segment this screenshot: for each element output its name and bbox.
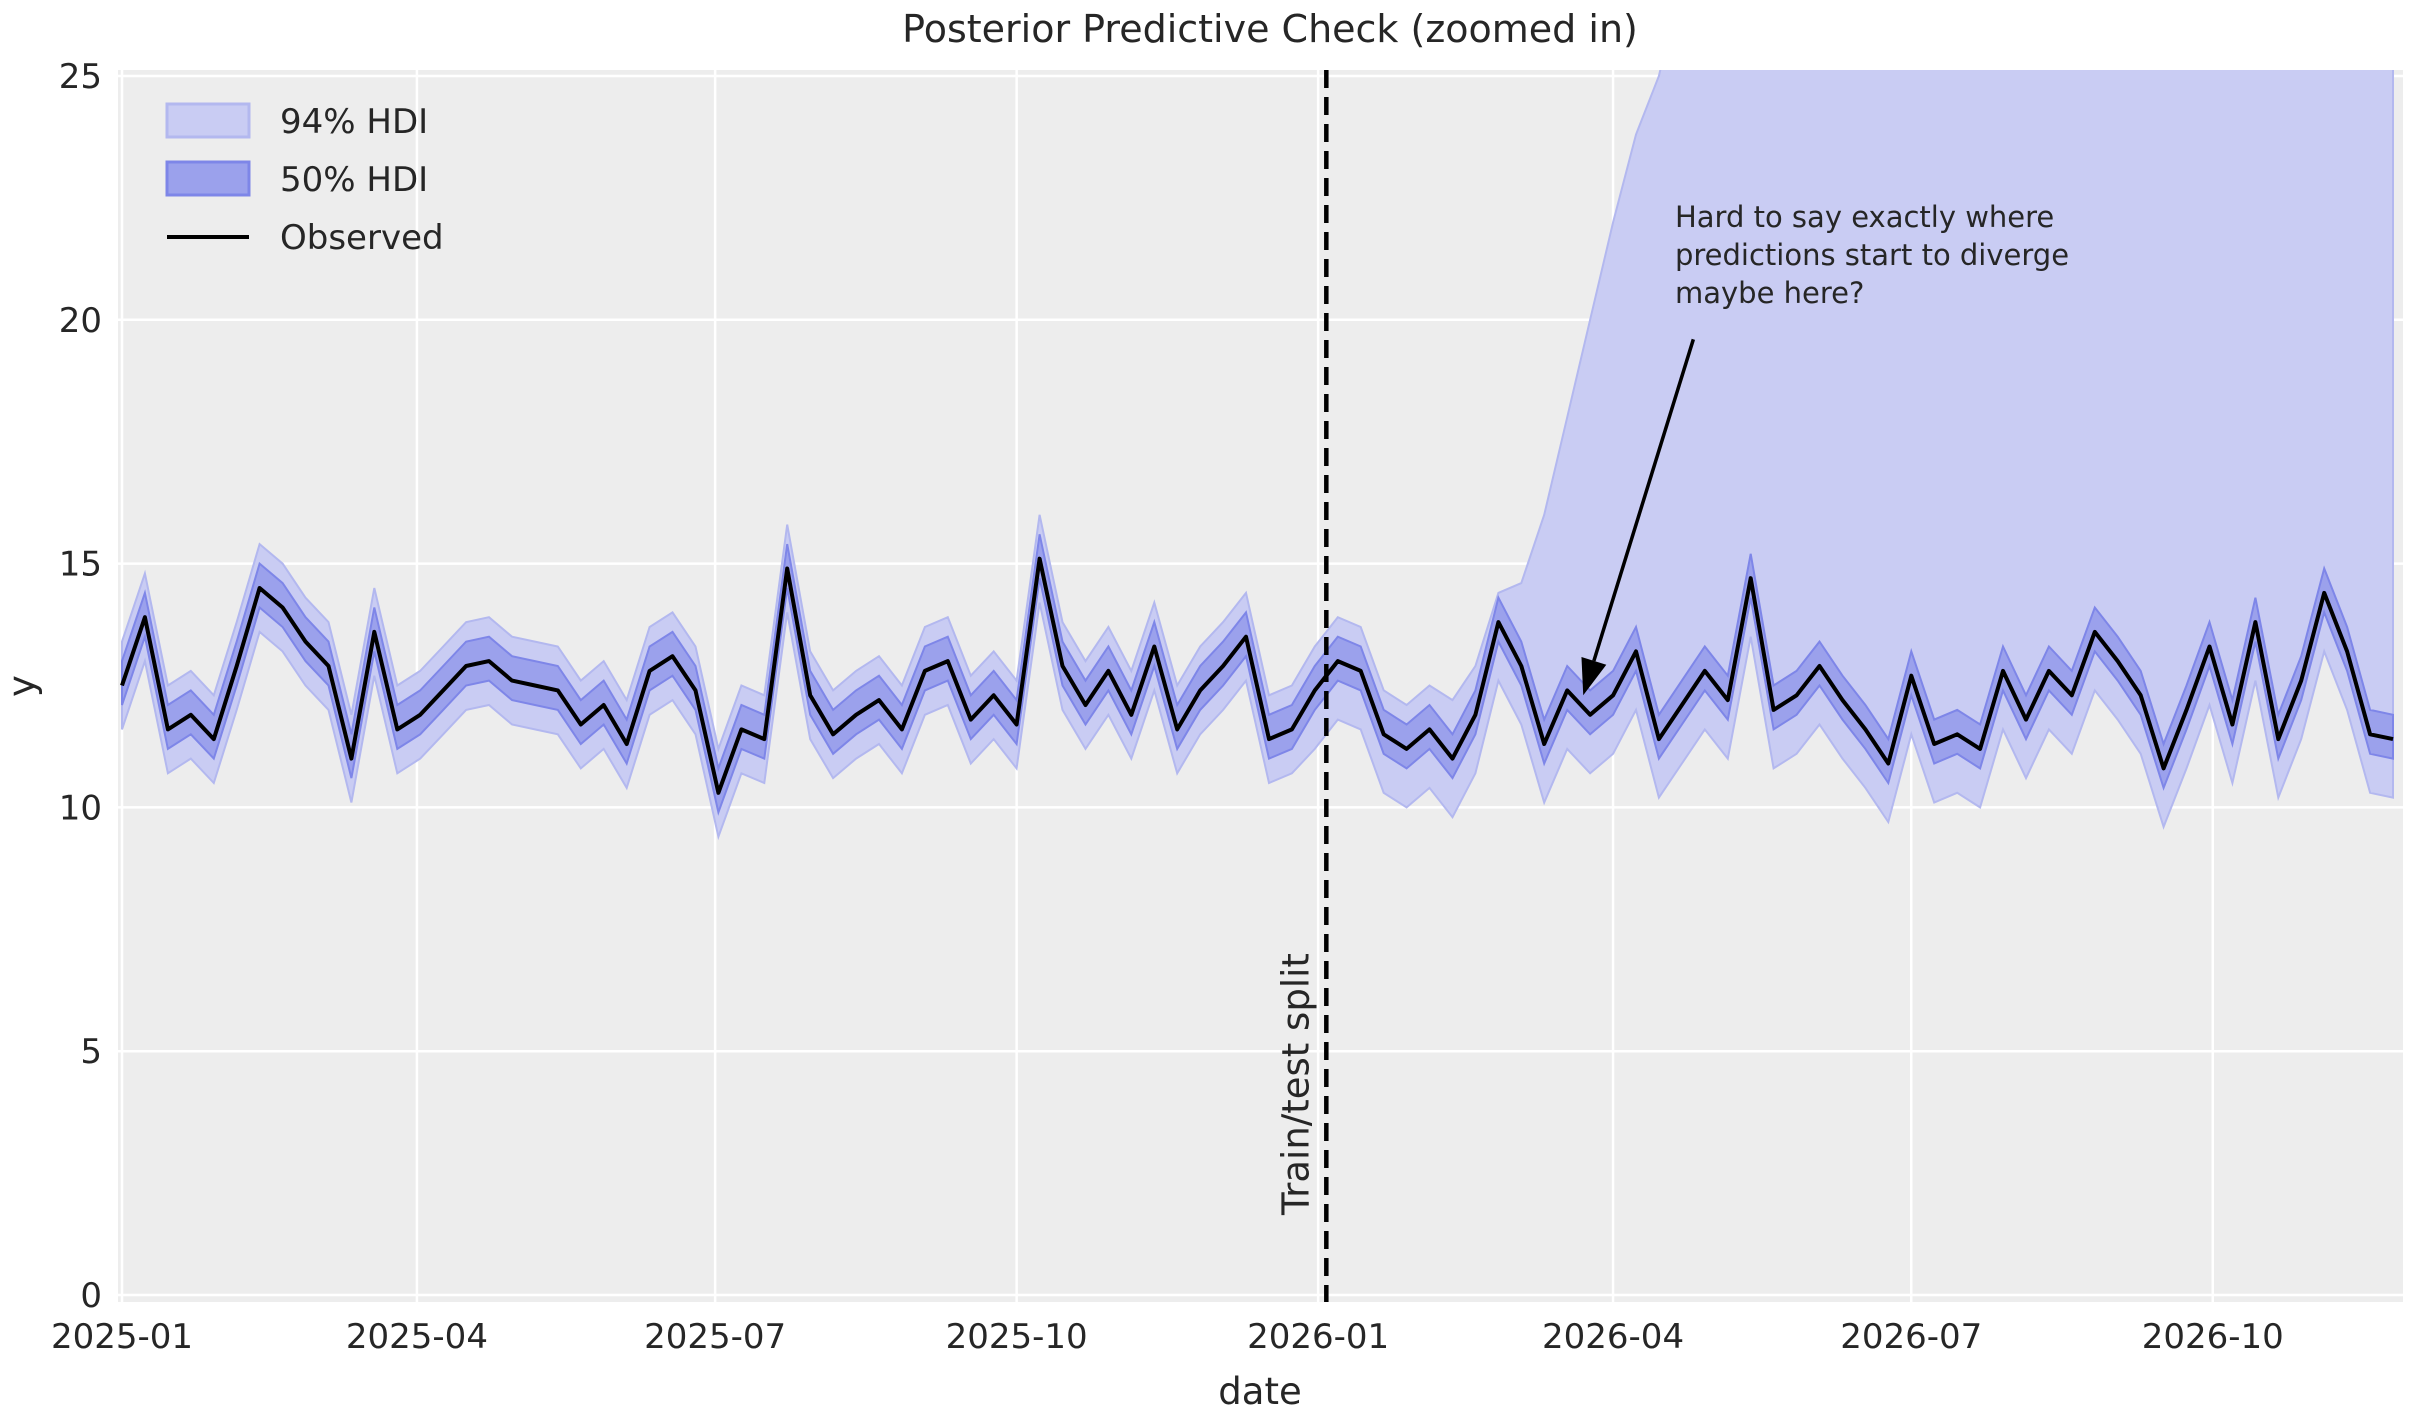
annotation-line-1: Hard to say exactly where bbox=[1675, 200, 2054, 234]
x-tick-label: 2025-04 bbox=[346, 1317, 488, 1357]
x-tick-label: 2025-10 bbox=[946, 1317, 1088, 1357]
y-tick-label: 0 bbox=[80, 1276, 102, 1316]
x-axis-ticks: 2025-01 2025-04 2025-07 2025-10 2026-01 2026-… bbox=[51, 1317, 2284, 1357]
y-tick-label: 15 bbox=[59, 545, 102, 585]
hdi-94-band bbox=[121, 70, 2394, 841]
legend-label-observed: Observed bbox=[280, 218, 444, 258]
x-tick-label: 2025-07 bbox=[644, 1317, 786, 1357]
x-tick-label: 2025-01 bbox=[51, 1317, 193, 1357]
chart-title: Posterior Predictive Check (zoomed in) bbox=[902, 7, 1638, 51]
y-axis-ticks: 0 5 10 15 20 25 bbox=[59, 57, 102, 1316]
y-axis-label: y bbox=[0, 675, 43, 697]
train-test-split-label: Train/test split bbox=[1274, 953, 1317, 1216]
annotation-line-3: maybe here? bbox=[1675, 276, 1864, 310]
observed-line bbox=[120, 556, 2394, 795]
y-tick-label: 25 bbox=[59, 57, 102, 97]
hdi-50-band bbox=[121, 534, 2394, 816]
annotation-line-2: predictions start to diverge bbox=[1675, 238, 2069, 272]
legend-swatch-94-hdi bbox=[165, 102, 251, 139]
x-axis-label: date bbox=[1218, 1370, 1301, 1413]
annotation-arrow-head bbox=[1581, 657, 1607, 696]
legend-label-94-hdi: 94% HDI bbox=[280, 102, 428, 142]
x-tick-label: 2026-07 bbox=[1840, 1317, 1982, 1357]
x-tick-label: 2026-01 bbox=[1247, 1317, 1389, 1357]
x-tick-label: 2026-04 bbox=[1542, 1317, 1684, 1357]
x-tick-label: 2026-10 bbox=[2142, 1317, 2284, 1357]
y-tick-label: 20 bbox=[59, 301, 102, 341]
y-tick-label: 5 bbox=[80, 1032, 102, 1072]
legend: 94% HDI 50% HDI Observed bbox=[165, 102, 444, 258]
annotation-arrow-shaft bbox=[1592, 338, 1696, 662]
legend-swatch-50-hdi bbox=[165, 160, 251, 197]
y-tick-label: 10 bbox=[59, 788, 102, 828]
legend-label-50-hdi: 50% HDI bbox=[280, 160, 428, 200]
annotation: Hard to say exactly where predictions st… bbox=[1581, 200, 2069, 696]
